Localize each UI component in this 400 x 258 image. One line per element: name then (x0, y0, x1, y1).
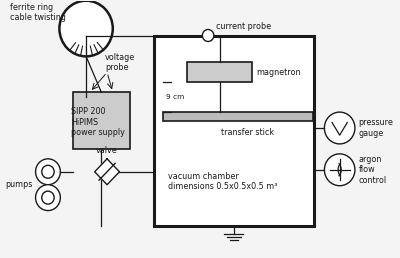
Polygon shape (95, 159, 120, 185)
Text: 9 cm: 9 cm (166, 94, 184, 100)
Circle shape (202, 29, 214, 42)
Text: voltage
probe: voltage probe (105, 53, 136, 72)
Circle shape (42, 165, 54, 178)
Text: current probe: current probe (216, 21, 271, 30)
Text: pumps: pumps (5, 180, 33, 189)
Text: vacuum chamber
dimensions 0.5x0.5x0.5 m³: vacuum chamber dimensions 0.5x0.5x0.5 m³ (168, 172, 278, 191)
Bar (187, 62, 252, 82)
Bar (163, 112, 313, 121)
Text: ferrite ring
cable twisting: ferrite ring cable twisting (10, 3, 66, 22)
Text: argon
flow
control: argon flow control (359, 155, 387, 185)
Circle shape (59, 1, 113, 57)
Bar (154, 36, 314, 227)
Circle shape (36, 159, 60, 185)
Circle shape (42, 191, 54, 204)
Text: SIPP 200
HiPIMS
power supply: SIPP 200 HiPIMS power supply (71, 107, 125, 137)
Text: magnetron: magnetron (257, 68, 301, 77)
Bar (73, 92, 130, 149)
Circle shape (36, 185, 60, 211)
Circle shape (324, 112, 355, 144)
Text: transfer stick: transfer stick (220, 128, 274, 137)
Text: pressure
gauge: pressure gauge (359, 118, 394, 138)
Text: valve: valve (96, 146, 118, 155)
Circle shape (324, 154, 355, 186)
